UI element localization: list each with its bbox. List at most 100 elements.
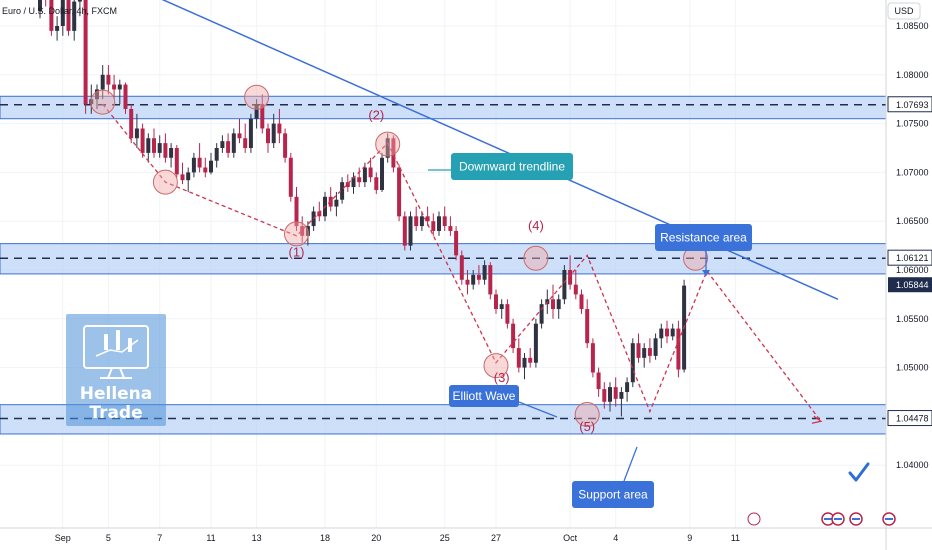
x-tick-label: 9 <box>687 533 692 543</box>
candle <box>385 138 390 158</box>
candle <box>636 343 641 358</box>
swing-marker <box>523 245 549 271</box>
candle <box>602 389 607 402</box>
candle <box>562 270 567 300</box>
callout-support: Support area <box>572 446 654 508</box>
swing-marker <box>574 401 600 427</box>
candle <box>254 104 259 119</box>
candle <box>266 128 270 144</box>
wave-arrow-head <box>811 415 823 424</box>
callout-box <box>449 385 519 407</box>
candle <box>129 108 134 139</box>
candle <box>357 177 362 183</box>
x-tick-label: Sep <box>55 533 71 543</box>
x-tick-label: 4 <box>613 533 618 543</box>
wave-label: (4) <box>528 218 544 233</box>
x-tick-label: 7 <box>157 533 162 543</box>
candle <box>448 226 453 231</box>
candle <box>220 141 225 148</box>
callout-label: Elliott Wave <box>453 389 516 403</box>
candle <box>169 148 174 158</box>
callout-pointer <box>623 446 638 482</box>
wave-layer: (1) (2) (3) (4) (5) <box>90 84 823 434</box>
callout-box <box>572 481 654 508</box>
x-tick-label: 20 <box>371 533 381 543</box>
y-tick-label: 1.06000 <box>896 265 929 275</box>
candle <box>77 0 82 2</box>
candle <box>311 211 316 227</box>
callout-arrow <box>702 270 710 276</box>
candle <box>488 265 493 295</box>
candle <box>100 74 105 90</box>
candle <box>134 128 139 139</box>
candle <box>408 216 413 246</box>
candle <box>596 372 601 390</box>
candle <box>608 387 612 402</box>
candle <box>66 0 71 31</box>
candle <box>294 196 299 227</box>
y-tick-label: 1.04000 <box>896 460 929 470</box>
candle <box>551 299 555 310</box>
candle <box>419 216 424 227</box>
candle <box>152 138 156 153</box>
candle <box>362 167 367 183</box>
brand-line1: Hellena <box>80 384 153 404</box>
candle <box>83 0 88 105</box>
candle <box>260 104 265 129</box>
callout-elliott: Elliott Wave <box>449 385 558 418</box>
callout-pointer <box>518 401 558 418</box>
candle <box>471 274 476 285</box>
candle <box>625 382 630 392</box>
candle <box>340 182 345 200</box>
swing-marker <box>284 221 309 247</box>
candle <box>237 133 242 139</box>
candle <box>454 230 459 256</box>
candle <box>95 89 99 100</box>
candle <box>630 343 635 383</box>
swing-marker <box>244 84 270 110</box>
target-check-icon <box>848 462 870 482</box>
candle <box>556 299 561 310</box>
candle <box>431 221 436 231</box>
candle <box>248 118 253 148</box>
swing-marker <box>483 353 509 379</box>
x-tick-label: 11 <box>731 533 740 543</box>
candle <box>38 0 42 12</box>
candle <box>539 304 544 324</box>
candle <box>203 167 208 173</box>
candle <box>505 304 510 324</box>
price-label-box <box>887 249 932 266</box>
candle <box>146 138 151 153</box>
candle <box>442 216 447 227</box>
y-tick-label: 1.07000 <box>896 167 929 177</box>
candle <box>494 294 498 310</box>
wave-label: (1) <box>289 244 305 259</box>
candle <box>106 74 111 85</box>
candle <box>402 216 407 246</box>
candle <box>647 348 652 356</box>
candle <box>89 99 94 105</box>
x-tick-label: 25 <box>440 533 450 543</box>
candle <box>157 143 162 153</box>
candle <box>300 226 305 236</box>
price-label-box <box>887 410 932 427</box>
callout-box <box>655 224 752 251</box>
candle <box>619 392 624 399</box>
candle <box>465 279 470 285</box>
x-tick-label: 18 <box>320 533 330 543</box>
candle <box>659 328 664 339</box>
candle <box>579 294 584 310</box>
candle <box>528 357 533 363</box>
candle <box>374 177 379 190</box>
candle <box>533 323 538 363</box>
candle <box>60 0 65 27</box>
callout-label: Downward trendline <box>459 160 565 174</box>
event-bolt-icon <box>747 512 761 526</box>
y-tick-label: 1.08000 <box>896 70 929 80</box>
candle <box>516 348 521 368</box>
currency-button[interactable] <box>887 2 921 20</box>
candle <box>180 174 185 181</box>
candle <box>585 309 590 344</box>
callout-label: Resistance area <box>660 231 747 245</box>
